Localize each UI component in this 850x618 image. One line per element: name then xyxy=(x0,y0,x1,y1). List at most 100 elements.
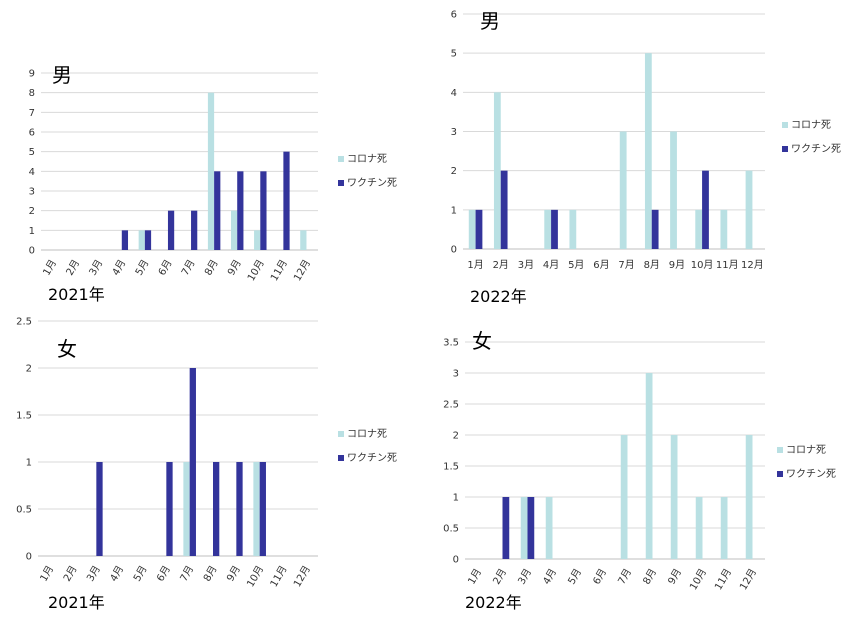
x-tick-label: 8月 xyxy=(202,258,221,278)
chart-female-2022: 0 0.5 1 1.5 2 2.5 3 3.5 1月 2月 3月 4月 5月 6月 7月 8月 9月 10月 11月… xyxy=(443,329,836,612)
legend-swatch-vaccine xyxy=(338,180,344,186)
x-tick-label: 8月 xyxy=(644,259,660,271)
y-tick-label: 0 xyxy=(26,552,32,563)
bar-corona xyxy=(745,170,753,249)
y-tick-label: 0 xyxy=(453,555,459,566)
x-tick-label: 2月 xyxy=(493,259,509,271)
y-tick-label: 6 xyxy=(29,128,35,139)
chart-male-2021: 0 1 2 3 4 5 6 7 8 9 1月 2月 3月 4月 5月 6月 7月 8月 9月 10月 11月 12月 男 20… xyxy=(29,63,397,304)
bar-vaccine xyxy=(502,497,510,559)
x-tick-label: 1月 xyxy=(466,567,485,587)
bar-vaccine xyxy=(213,462,220,556)
bar-corona xyxy=(493,92,501,249)
bar-vaccine xyxy=(191,210,198,250)
chart-title: 女 xyxy=(472,329,492,353)
x-tick-label: 3月 xyxy=(87,258,106,278)
bar-vaccine xyxy=(527,497,535,559)
x-tick-label: 12月 xyxy=(737,567,759,593)
bar-corona xyxy=(745,435,753,559)
x-tick-label: 3月 xyxy=(518,259,534,271)
x-tick-label: 10月 xyxy=(245,564,267,590)
bar-corona xyxy=(138,230,145,250)
bar-vaccine xyxy=(96,462,103,556)
year-label: 2022年 xyxy=(470,287,527,306)
y-tick-label: 1 xyxy=(453,493,459,504)
legend-label-vaccine: ワクチン死 xyxy=(347,452,397,464)
x-tick-label: 11月 xyxy=(712,567,734,593)
y-tick-label: 9 xyxy=(29,69,35,80)
bar-corona xyxy=(644,53,652,249)
bar-vaccine xyxy=(259,462,266,556)
x-tick-label: 12月 xyxy=(291,258,313,284)
x-tick-label: 7月 xyxy=(178,564,197,584)
x-tick-label: 5月 xyxy=(133,258,152,278)
x-tick-label: 2月 xyxy=(61,564,80,584)
x-tick-label: 10月 xyxy=(691,259,714,271)
x-tick-label: 7月 xyxy=(616,567,635,587)
y-tick-label: 1.5 xyxy=(16,411,32,422)
x-tick-label: 4月 xyxy=(108,564,127,584)
bar-corona xyxy=(545,497,553,559)
bar-vaccine xyxy=(189,368,196,556)
bar-corona xyxy=(300,230,307,250)
y-tick-label: 3 xyxy=(451,127,457,138)
x-tick-label: 4月 xyxy=(543,259,559,271)
bar-vaccine xyxy=(651,209,659,249)
y-tick-label: 5 xyxy=(451,49,457,60)
bar-corona xyxy=(183,462,190,556)
y-tick-label: 2 xyxy=(26,364,32,375)
y-tick-label: 2.5 xyxy=(16,317,32,328)
x-tick-label: 1月 xyxy=(467,259,483,271)
legend-swatch-vaccine xyxy=(777,471,783,477)
x-tick-label: 9月 xyxy=(225,258,244,278)
y-tick-label: 8 xyxy=(29,88,35,99)
y-tick-label: 2 xyxy=(451,166,457,177)
bar-corona xyxy=(230,210,238,250)
x-tick-label: 8月 xyxy=(201,564,220,584)
x-tick-label: 7月 xyxy=(179,258,198,278)
y-tick-label: 2 xyxy=(453,431,459,442)
bar-corona xyxy=(720,209,728,249)
x-tick-label: 6月 xyxy=(591,567,610,587)
y-tick-label: 3.5 xyxy=(443,338,459,349)
legend-label-vaccine: ワクチン死 xyxy=(347,177,397,189)
y-tick-label: 1 xyxy=(451,205,457,216)
bar-corona xyxy=(670,435,678,559)
y-tick-label: 3 xyxy=(29,187,35,198)
x-tick-label: 2月 xyxy=(491,567,510,587)
x-tick-label: 6月 xyxy=(156,258,175,278)
bar-corona xyxy=(468,209,476,249)
y-tick-label: 4 xyxy=(451,88,457,99)
bar-corona xyxy=(695,209,703,249)
bar-vaccine xyxy=(166,462,173,556)
x-tick-label: 5月 xyxy=(568,259,584,271)
bar-vaccine xyxy=(121,230,129,250)
chart-title: 女 xyxy=(57,337,77,361)
bar-corona xyxy=(620,435,628,559)
x-tick-label: 5月 xyxy=(131,564,150,584)
legend-label-corona: コロナ死 xyxy=(791,119,831,131)
x-tick-label: 4月 xyxy=(110,258,129,278)
chart-title: 男 xyxy=(52,63,72,87)
bar-vaccine xyxy=(551,209,558,249)
bar-corona xyxy=(253,462,260,556)
legend-label-corona: コロナ死 xyxy=(347,153,387,165)
bar-corona xyxy=(544,209,552,249)
year-label: 2021年 xyxy=(48,285,105,304)
bar-vaccine xyxy=(283,151,290,250)
y-tick-label: 0.5 xyxy=(443,524,459,535)
x-tick-label: 11月 xyxy=(268,258,290,284)
x-tick-label: 3月 xyxy=(84,564,103,584)
bar-corona xyxy=(619,131,627,249)
legend-label-corona: コロナ死 xyxy=(347,428,387,440)
bar-vaccine xyxy=(167,210,175,250)
y-tick-label: 0 xyxy=(451,245,457,256)
x-tick-label: 9月 xyxy=(224,564,243,584)
y-tick-label: 2 xyxy=(29,206,35,217)
x-tick-label: 2月 xyxy=(64,258,83,278)
x-tick-label: 10月 xyxy=(245,258,267,284)
x-tick-label: 7月 xyxy=(618,259,634,271)
legend-swatch-corona xyxy=(782,122,788,128)
bar-corona xyxy=(254,230,261,250)
